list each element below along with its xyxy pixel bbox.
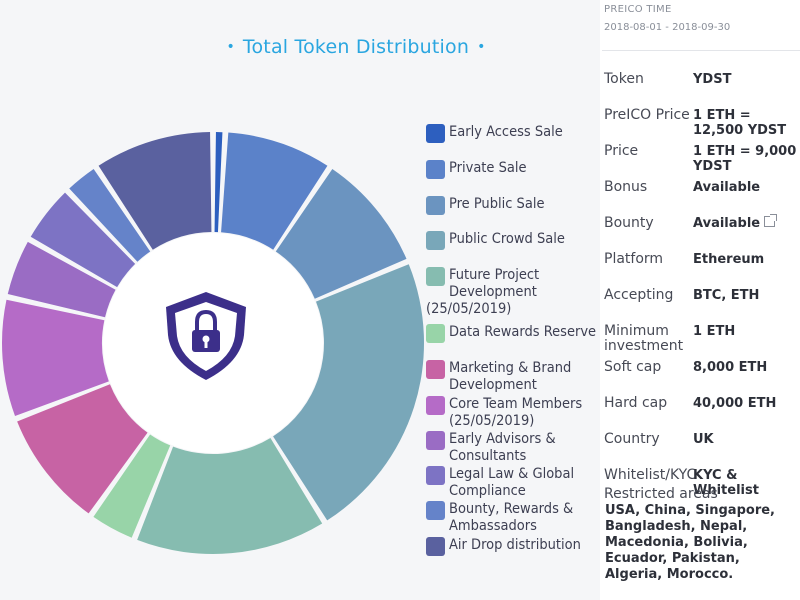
- info-value: Available: [693, 180, 761, 195]
- legend-label: Early Advisors & Consultants: [449, 431, 556, 464]
- legend-label: Marketing & Brand Development: [449, 360, 572, 393]
- info-value: 1 ETH = 12,500 YDST: [693, 108, 787, 138]
- legend-item: Public Crowd Sale: [426, 231, 604, 250]
- legend-label: Bounty, Rewards & Ambassadors: [449, 501, 574, 534]
- donut-slice[interactable]: [214, 132, 223, 233]
- restricted-areas-value: USA, China, Singapore, Bangladesh, Nepal…: [605, 503, 775, 582]
- legend-label: Early Access Sale: [449, 124, 563, 140]
- donut-slice[interactable]: [7, 241, 116, 318]
- info-label: Hard cap: [604, 395, 668, 411]
- info-value: BTC, ETH: [693, 288, 760, 303]
- legend-swatch: [426, 267, 445, 286]
- legend-swatch: [426, 431, 445, 450]
- info-value: 8,000 ETH: [693, 360, 768, 375]
- legend-swatch: [426, 196, 445, 215]
- donut-slice[interactable]: [275, 168, 407, 299]
- donut-chart: [1, 132, 425, 554]
- info-label: Bounty: [604, 215, 654, 231]
- legend-label: Legal Law & Global Compliance: [449, 466, 575, 499]
- legend-item: Early Advisors & Consultants: [426, 431, 604, 465]
- legend-label: Future Project Development (25/05/2019): [426, 267, 540, 317]
- divider: [602, 50, 800, 51]
- title-dot-right: •: [477, 39, 486, 55]
- info-label: Bonus: [604, 179, 648, 195]
- legend-swatch: [426, 324, 445, 343]
- info-value: Ethereum: [693, 252, 765, 267]
- ico-info-panel: PREICO TIME 2018-08-01 - 2018-09-30 Toke…: [602, 0, 800, 600]
- info-value: UK: [693, 432, 714, 447]
- legend-swatch: [426, 124, 445, 143]
- legend-item: Private Sale: [426, 160, 604, 179]
- chart-title-text: Total Token Distribution: [242, 36, 470, 58]
- restricted-areas-label: Restricted areas: [604, 486, 718, 502]
- legend-item: Early Access Sale: [426, 124, 604, 143]
- legend-item: Future Project Development (25/05/2019): [426, 267, 604, 318]
- info-label: Accepting: [604, 287, 674, 303]
- legend-swatch: [426, 231, 445, 250]
- legend-item: Pre Public Sale: [426, 196, 604, 215]
- info-value: 40,000 ETH: [693, 396, 777, 411]
- legend-label: Core Team Members (25/05/2019): [449, 396, 583, 429]
- legend-item: Marketing & Brand Development: [426, 360, 604, 394]
- title-dot-left: •: [226, 39, 235, 55]
- legend-swatch: [426, 537, 445, 556]
- legend-swatch: [426, 501, 445, 520]
- legend-label: Data Rewards Reserve: [449, 324, 597, 340]
- donut-slice[interactable]: [273, 264, 425, 521]
- legend-item: Core Team Members (25/05/2019): [426, 396, 604, 430]
- info-label: Soft cap: [604, 359, 662, 375]
- legend-label: Public Crowd Sale: [449, 231, 565, 247]
- external-link-icon[interactable]: [764, 214, 778, 227]
- info-label: Price: [604, 143, 639, 159]
- info-label: PreICO Price: [604, 107, 690, 123]
- info-value: YDST: [693, 72, 732, 87]
- legend-label: Private Sale: [449, 160, 527, 176]
- info-label: Minimum investment: [604, 323, 684, 354]
- legend-swatch: [426, 360, 445, 379]
- donut-slice[interactable]: [69, 168, 151, 262]
- info-label: Country: [604, 431, 660, 447]
- info-label: Token: [604, 71, 644, 87]
- legend-swatch: [426, 396, 445, 415]
- donut-slice[interactable]: [98, 132, 212, 250]
- legend-label: Air Drop distribution: [449, 537, 581, 553]
- donut-slice[interactable]: [137, 437, 323, 554]
- preico-time-value: 2018-08-01 - 2018-09-30: [604, 22, 731, 33]
- info-value[interactable]: Available: [693, 216, 761, 231]
- donut-slice[interactable]: [221, 132, 328, 250]
- donut-slice[interactable]: [1, 299, 109, 416]
- preico-time-label: PREICO TIME: [604, 4, 672, 15]
- donut-slice[interactable]: [17, 384, 148, 514]
- info-value: 1 ETH: [693, 324, 736, 339]
- chart-panel: • Total Token Distribution • Early Access …: [1, 36, 597, 556]
- donut-slice[interactable]: [93, 434, 171, 538]
- legend-swatch: [426, 160, 445, 179]
- legend-swatch: [426, 466, 445, 485]
- donut-slice[interactable]: [30, 192, 136, 288]
- bounty-link[interactable]: Available: [693, 214, 800, 231]
- info-label: Platform: [604, 251, 664, 267]
- legend-item: Bounty, Rewards & Ambassadors: [426, 501, 604, 535]
- shield-lock-icon: [166, 292, 246, 380]
- chart-title: • Total Token Distribution •: [0, 36, 712, 58]
- legend-item: Air Drop distribution: [426, 537, 604, 556]
- info-label: Whitelist/KYC: [604, 467, 697, 483]
- legend-item: Legal Law & Global Compliance: [426, 466, 604, 500]
- info-value: KYC & Whitelist: [693, 468, 759, 498]
- legend-item: Data Rewards Reserve: [426, 324, 604, 343]
- info-value: 1 ETH = 9,000 YDST: [693, 144, 797, 174]
- legend-label: Pre Public Sale: [449, 196, 545, 212]
